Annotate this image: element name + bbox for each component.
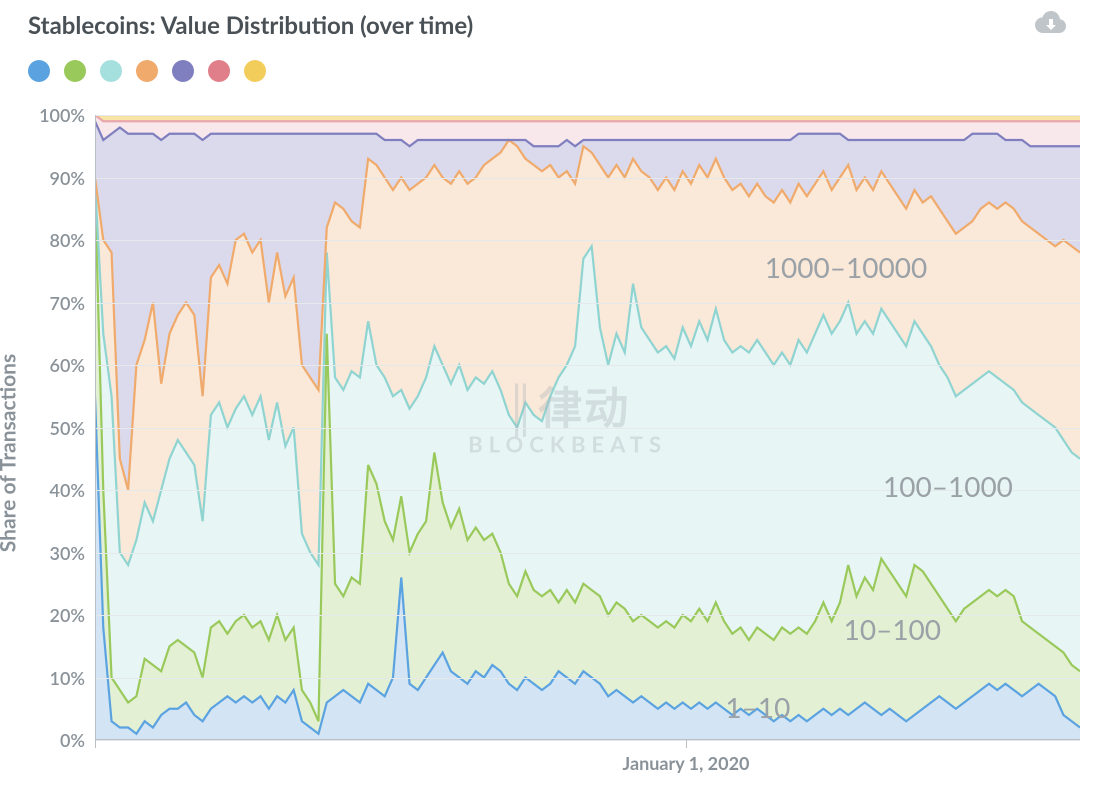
y-tick-label: 70% (50, 292, 95, 314)
gridline (95, 303, 1080, 304)
y-tick-label: 20% (50, 604, 95, 626)
chart-title: Stablecoins: Value Distribution (over ti… (28, 11, 473, 40)
gridline (95, 365, 1080, 366)
legend-dot-4[interactable] (172, 60, 194, 82)
gridline (95, 115, 1080, 116)
y-tick-label: 30% (50, 542, 95, 564)
legend-dot-1[interactable] (64, 60, 86, 82)
series-label: 1–10 (725, 690, 790, 724)
y-tick-label: 60% (50, 354, 95, 376)
gridline (95, 740, 1080, 741)
gridline (95, 678, 1080, 679)
y-tick-label: 90% (50, 167, 95, 189)
legend-dot-3[interactable] (136, 60, 158, 82)
gridline (95, 553, 1080, 554)
legend-dot-2[interactable] (100, 60, 122, 82)
x-axis-line (95, 739, 1080, 740)
y-tick-label: 0% (60, 729, 95, 751)
legend (0, 44, 1096, 92)
gridline (95, 240, 1080, 241)
legend-dot-6[interactable] (244, 60, 266, 82)
series-label: 10–100 (844, 612, 941, 646)
y-tick-label: 80% (50, 229, 95, 251)
y-tick-label: 50% (50, 417, 95, 439)
download-cloud-icon[interactable] (1034, 10, 1068, 40)
legend-dot-0[interactable] (28, 60, 50, 82)
y-axis-label: Share of Transactions (0, 353, 21, 551)
chart-plot-area[interactable]: ║律动 BLOCKBEATS 0%10%20%30%40%50%60%70%80… (95, 115, 1080, 740)
series-label: 100–1000 (883, 469, 1013, 503)
x-tick-mark (686, 740, 687, 748)
y-tick-label: 10% (50, 667, 95, 689)
legend-dot-5[interactable] (208, 60, 230, 82)
series-label: 1000–10000 (765, 250, 927, 284)
gridline (95, 428, 1080, 429)
gridline (95, 178, 1080, 179)
y-axis-line (95, 115, 96, 748)
y-tick-label: 40% (50, 479, 95, 501)
y-tick-label: 100% (39, 104, 95, 126)
